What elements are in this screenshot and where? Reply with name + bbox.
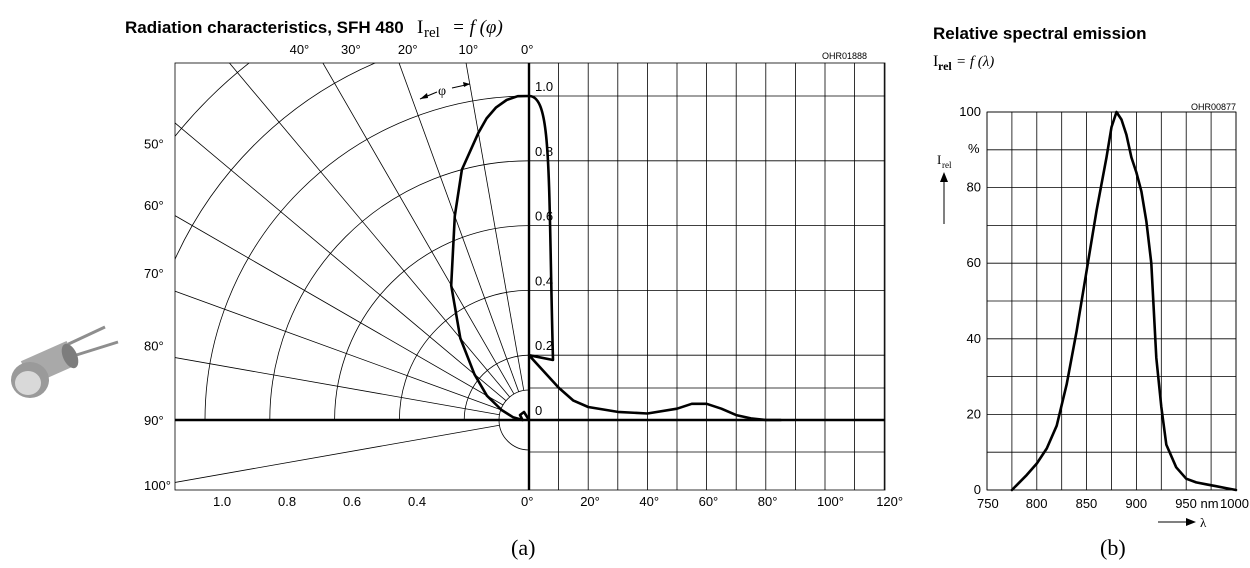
left-angle-tick: 100° (144, 478, 171, 493)
left-angle-tick: 70° (144, 266, 164, 281)
polar-ring (463, 354, 530, 421)
bottom-radius-tick: 0.8 (278, 494, 296, 509)
polar-spoke (398, 63, 520, 392)
x-tick-b: 800 (1026, 496, 1048, 511)
polar-radius-tick: 0 (535, 403, 542, 418)
left-angle-tick: 80° (144, 338, 164, 353)
y-tick-b: 40 (967, 331, 981, 346)
bottom-ticks: 1.0 0.8 0.6 0.4 0° 20° 40° 60° 80° 100° 120° (213, 494, 903, 509)
chart-a-formula-symbol: I (417, 17, 423, 38)
x-tick: 100° (817, 494, 844, 509)
ticks-b: 0 20 40 60 80 100 750 800 850 900 950 nm 1000 (959, 104, 1249, 511)
left-angle-tick: 60° (144, 198, 164, 213)
top-angle-tick: 0° (521, 42, 533, 57)
caption-b: (b) (1100, 535, 1126, 560)
spectral-curve (1010, 110, 1238, 492)
polar-spoke (175, 290, 501, 411)
bottom-radius-tick: 0.6 (343, 494, 361, 509)
caption-a: (a) (511, 535, 535, 560)
polar-ring (175, 63, 250, 138)
sfh480-led-photo (11, 325, 119, 398)
y-tick-b: 60 (967, 255, 981, 270)
polar-spoke (465, 63, 525, 391)
polar-radius-tick: 1.0 (535, 79, 553, 94)
x-tick: 40° (639, 494, 659, 509)
polar-curve (449, 94, 531, 422)
polar-spoke (322, 63, 515, 395)
phi-indicator: φ (419, 82, 471, 100)
left-angle-tick: 90° (144, 413, 164, 428)
x-tick: 20° (580, 494, 600, 509)
x-tick-b: 900 (1125, 496, 1147, 511)
chart-b-formula-sub: rel (938, 59, 952, 73)
chart-b-formula-expr: = f (λ) (956, 54, 994, 70)
y-tick-b: 80 (967, 180, 981, 195)
chart-a-formula-sub: rel (424, 25, 440, 41)
top-angle-tick: 20° (398, 42, 418, 57)
y-unit: % (968, 141, 980, 156)
chart-radiation: 1.0 0.8 0.6 0.4 0.2 0 40° 30° 20° 10° 0° 50° 60° 70… (125, 17, 903, 509)
polar-ring (334, 225, 530, 421)
polar-radius-ticks: 1.0 0.8 0.6 0.4 0.2 0 (535, 79, 553, 418)
y-label-sub: rel (942, 160, 952, 170)
chart-b-formula-symbol: I (933, 53, 938, 70)
top-angle-tick: 10° (458, 42, 478, 57)
x-tick: 0° (521, 494, 533, 509)
x-tick: 80° (758, 494, 778, 509)
x-tick: 60° (699, 494, 719, 509)
polar-radius-tick: 0.6 (535, 209, 553, 224)
polar-radius-tick: 0.8 (535, 144, 553, 159)
polar-ring (399, 290, 530, 421)
y-tick-b: 100 (959, 104, 981, 119)
chart-a-formula-expr: = f (φ) (452, 17, 503, 38)
polar-spoke (228, 63, 511, 398)
chart-b-code: OHR00877 (1191, 102, 1236, 112)
polar-ring (204, 95, 530, 421)
polar-spoke (175, 122, 507, 402)
top-angle-tick: 40° (290, 42, 310, 57)
x-tick-b: 850 (1076, 496, 1098, 511)
y-tick-b: 0 (974, 482, 981, 497)
grid-b (986, 111, 1237, 491)
x-tick-b: 750 (977, 496, 999, 511)
y-arrow-head (940, 172, 948, 182)
bottom-radius-tick: 1.0 (213, 494, 231, 509)
chart-spectral: Relative spectral emission I rel = f (λ)… (933, 24, 1249, 530)
grid-a (529, 63, 885, 490)
polar-radius-tick: 0.4 (535, 273, 553, 288)
y-tick-b: 20 (967, 406, 981, 421)
chart-a-code: OHR01888 (822, 51, 867, 61)
polar-ring (269, 160, 530, 421)
polar-radius-tick: 0.2 (535, 338, 553, 353)
chart-b-title: Relative spectral emission (933, 24, 1147, 43)
top-angle-ticks: 40° 30° 20° 10° 0° (290, 42, 534, 57)
left-angle-ticks: 50° 60° 70° 80° 90° 100° (144, 137, 171, 493)
x-tick-b: 1000 (1220, 496, 1249, 511)
polar-grid (175, 63, 530, 483)
left-angle-tick: 50° (144, 137, 164, 152)
polar-spoke (175, 357, 500, 416)
x-tick-b: 950 nm (1175, 496, 1218, 511)
x-arrow-head (1186, 518, 1196, 526)
top-angle-tick: 30° (341, 42, 361, 57)
polar-ring (175, 63, 377, 261)
polar-spoke (175, 215, 504, 406)
polar-spoke (175, 424, 500, 483)
x-label: λ (1200, 515, 1207, 530)
rect-curve (527, 94, 782, 422)
bottom-radius-tick: 0.4 (408, 494, 426, 509)
x-tick: 120° (876, 494, 903, 509)
phi-label: φ (438, 84, 446, 99)
y-label-symbol: I (937, 152, 941, 167)
chart-a-title: Radiation characteristics, SFH 480 (125, 18, 404, 37)
